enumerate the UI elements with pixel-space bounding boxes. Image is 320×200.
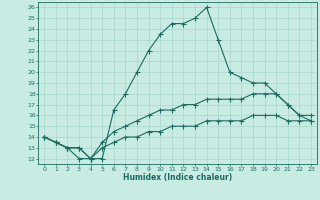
- X-axis label: Humidex (Indice chaleur): Humidex (Indice chaleur): [123, 173, 232, 182]
